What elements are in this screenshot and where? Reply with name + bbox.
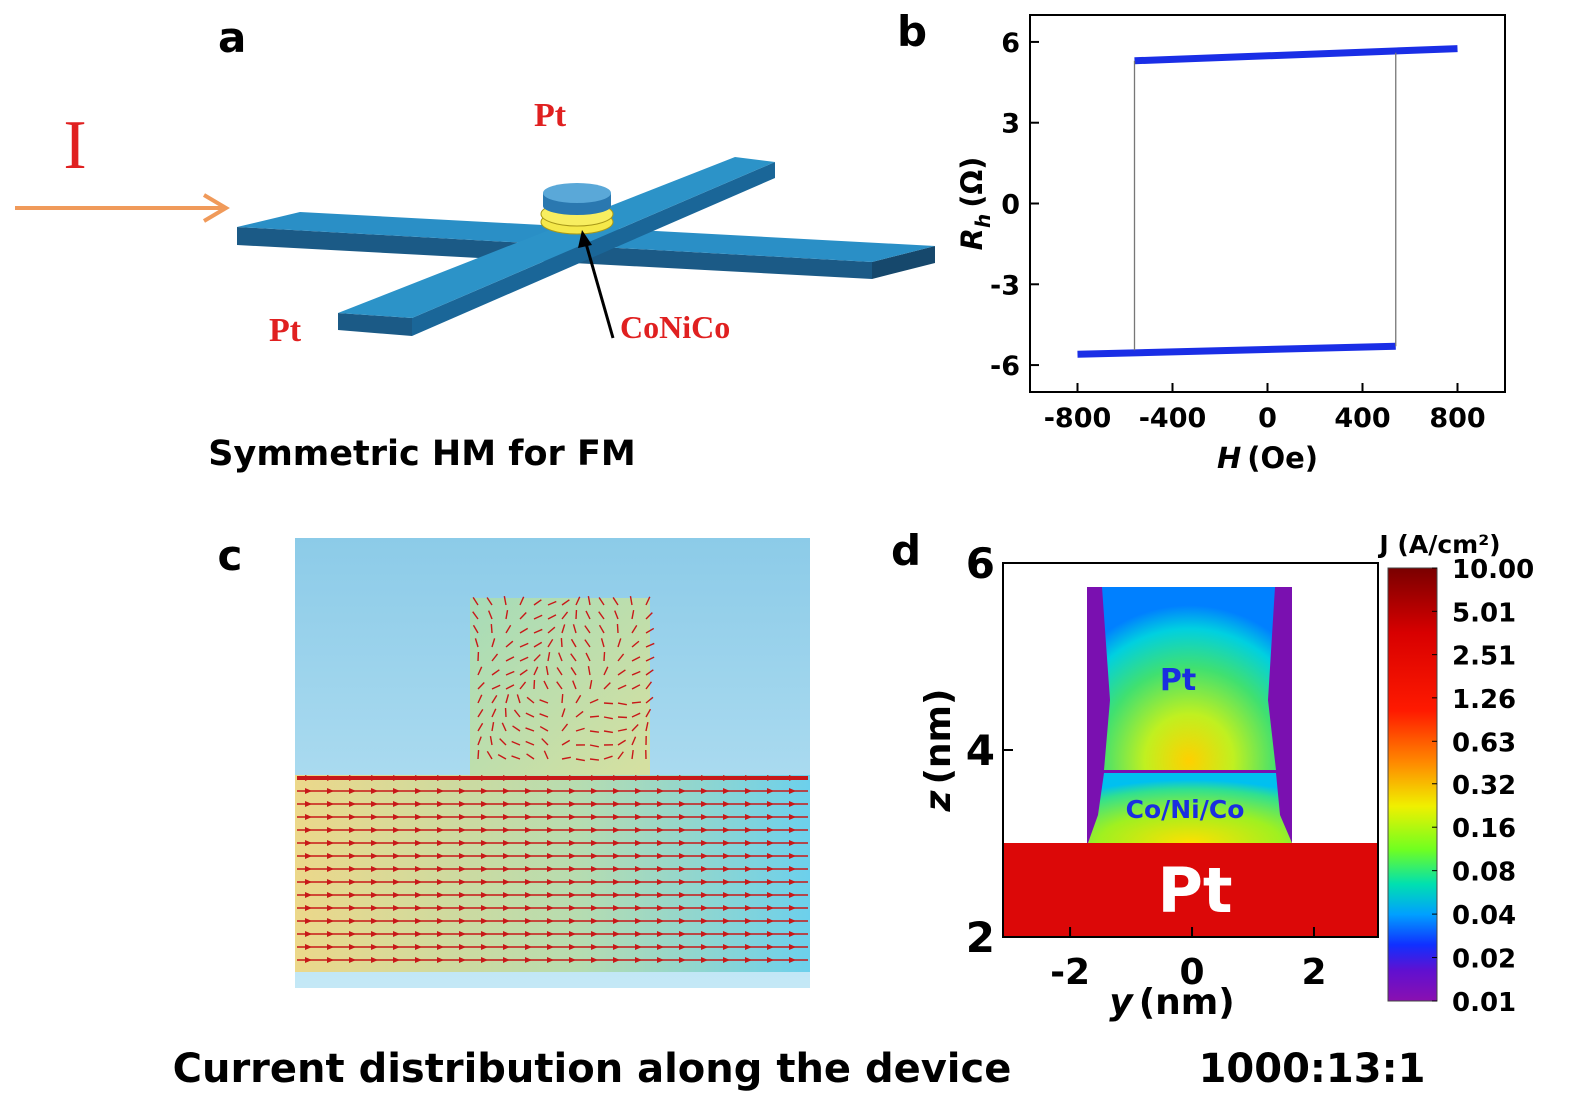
caption: Current distribution along the device bbox=[173, 1046, 1012, 1092]
x-tick-label: -800 bbox=[1044, 403, 1112, 434]
colorbar-tick-label: 0.32 bbox=[1452, 771, 1516, 801]
y-tick-label: -3 bbox=[990, 270, 1020, 301]
pt-label: Pt bbox=[534, 97, 567, 134]
current-label: I bbox=[63, 107, 86, 184]
x-tick-label: 0 bbox=[1258, 403, 1277, 434]
current-vector bbox=[590, 716, 599, 717]
current-vector bbox=[632, 702, 641, 703]
colorbar-tick-label: 0.01 bbox=[1452, 988, 1516, 1018]
axis-symbol: R bbox=[955, 228, 989, 250]
current-vector bbox=[604, 652, 605, 661]
colorbar-tick-label: 2.51 bbox=[1452, 642, 1516, 672]
y-tick-label: 4 bbox=[966, 726, 995, 775]
y-tick-label: 3 bbox=[1001, 109, 1020, 140]
y-axis-label: Rh (Ω) bbox=[955, 157, 995, 251]
colorbar-tick-label: 0.63 bbox=[1452, 728, 1516, 758]
current-vector bbox=[561, 638, 562, 647]
axis-unit: (Ω) bbox=[955, 157, 989, 208]
region-label: Co/Ni/Co bbox=[1126, 795, 1245, 824]
axis-symbol: H bbox=[1217, 441, 1241, 475]
y-tick-label: 0 bbox=[1001, 190, 1020, 221]
panel-label: b bbox=[897, 7, 927, 56]
x-tick-label: -400 bbox=[1139, 403, 1207, 434]
current-vector bbox=[562, 694, 563, 703]
colorbar-tick-label: 10.00 bbox=[1452, 555, 1534, 585]
coNiCo-disc bbox=[541, 183, 613, 234]
colorbar bbox=[1388, 568, 1437, 1001]
colorbar-tick-label: 5.01 bbox=[1452, 598, 1516, 628]
axis-unit: (nm) bbox=[1139, 982, 1235, 1023]
caption: 1000:13:1 bbox=[1199, 1046, 1426, 1092]
axis-symbol: z bbox=[918, 790, 959, 813]
current-vector bbox=[618, 717, 627, 718]
current-vector bbox=[617, 624, 618, 633]
loop-branch bbox=[1078, 346, 1396, 354]
colorbar-tick-label: 0.16 bbox=[1452, 814, 1516, 844]
x-axis-label: y(nm) bbox=[1109, 982, 1235, 1023]
y-tick-label: 6 bbox=[1001, 28, 1020, 59]
panel-c: c Current distribution along the device bbox=[173, 531, 1012, 1092]
axis-symbol: y bbox=[1109, 982, 1134, 1023]
axis-unit: (nm) bbox=[918, 689, 959, 785]
y-tick-label: -6 bbox=[990, 351, 1020, 382]
panel-label: a bbox=[218, 13, 246, 62]
colorbar-tick-label: 0.08 bbox=[1452, 858, 1516, 888]
figure: a I Pt Pt CoNiCo Symmetric HM for FM c bbox=[0, 0, 1595, 1112]
x-tick-label: -2 bbox=[1050, 952, 1090, 993]
pt-label: Pt bbox=[269, 312, 302, 349]
colorbar-tick-label: 0.02 bbox=[1452, 945, 1516, 975]
y-tick-label: 6 bbox=[966, 539, 995, 588]
colorbar-tick-label: 0.04 bbox=[1452, 901, 1516, 931]
x-tick-label: 800 bbox=[1429, 403, 1485, 434]
ferromagnet-label: CoNiCo bbox=[620, 309, 730, 345]
caption: Symmetric HM for FM bbox=[208, 434, 635, 474]
current-vector bbox=[604, 703, 613, 704]
axis-subscript: h bbox=[971, 214, 995, 228]
current-vector bbox=[491, 624, 492, 633]
region-label: Pt bbox=[1157, 854, 1232, 927]
x-tick-label: 2 bbox=[1301, 952, 1326, 993]
plot-frame bbox=[1030, 15, 1505, 392]
x-axis-label: H(Oe) bbox=[1217, 441, 1318, 475]
panel-label: d bbox=[891, 526, 921, 575]
axis-unit: (Oe) bbox=[1247, 441, 1318, 475]
panel-label: c bbox=[218, 531, 243, 580]
region-label: Pt bbox=[1160, 663, 1196, 698]
loop-branch bbox=[1135, 49, 1458, 61]
colorbar-tick-label: 1.26 bbox=[1452, 685, 1516, 715]
current-vector bbox=[478, 750, 479, 759]
x-tick-label: 400 bbox=[1334, 403, 1390, 434]
y-tick-label: 2 bbox=[966, 913, 995, 962]
panel-a: a I Pt Pt CoNiCo Symmetric HM for FM bbox=[15, 13, 935, 474]
y-axis-label: z (nm) bbox=[918, 689, 959, 813]
